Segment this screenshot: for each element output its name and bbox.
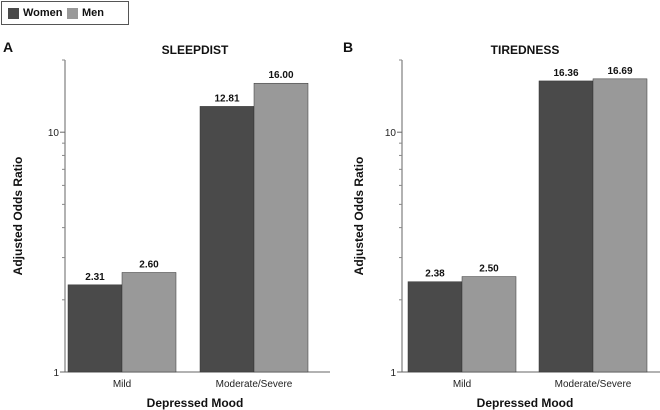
panel-a-x-axis-label: Depressed Mood (147, 396, 244, 410)
panel-a-x-tick-label: Mild (113, 379, 131, 390)
panel-a-title: SLEEPDIST (162, 43, 229, 57)
panel-b-bar-men-1 (592, 78, 648, 373)
legend-swatch-men (67, 7, 78, 19)
panel-a-x-tick-label: Moderate/Severe (216, 379, 293, 390)
panel-b-title: TIREDNESS (491, 43, 560, 57)
panel-b-data-label-women-1: 16.36 (553, 68, 578, 79)
panel-a-letter: A (3, 39, 13, 55)
panel-b-data-label-women-0: 2.38 (425, 269, 445, 280)
panel-b-y-axis-label: Adjusted Odds Ratio (352, 157, 366, 276)
panel-a-data-label-men-0: 2.60 (139, 259, 159, 270)
panel-a-y-tick-label: 10 (48, 128, 60, 139)
panel-b-data-label-men-1: 16.69 (607, 66, 632, 77)
panel-a-bar-women-0 (67, 284, 123, 373)
panel-b-x-axis-label: Depressed Mood (477, 396, 574, 410)
panel-a-y-axis-label: Adjusted Odds Ratio (11, 157, 25, 276)
panel-b-bar-women-0 (407, 281, 463, 373)
panel-a-y-tick-label: 1 (53, 368, 59, 379)
panel-b-x-tick-label: Moderate/Severe (555, 379, 632, 390)
panel-b-letter: B (343, 39, 353, 55)
panel-a-data-label-women-0: 2.31 (85, 272, 105, 283)
panel-a-bar-men-0 (121, 272, 177, 373)
panel-b-y-tick-label: 1 (390, 368, 396, 379)
panel-b-bar-men-0 (461, 276, 517, 373)
panel-b-bar-women-1 (538, 80, 594, 373)
legend-label-women: Women (23, 7, 63, 19)
panel-a-bar-women-1 (199, 106, 255, 373)
panel-a-bar-men-1 (253, 82, 309, 373)
panel-a-data-label-men-1: 16.00 (268, 70, 293, 81)
legend: Women Men (1, 1, 129, 25)
panel-b-data-label-men-0: 2.50 (479, 264, 499, 275)
legend-item-men: Men (67, 7, 104, 19)
panel-b-y-tick-label: 10 (385, 128, 397, 139)
legend-item-women: Women (8, 7, 63, 19)
legend-label-men: Men (82, 7, 104, 19)
panel-b-x-tick-label: Mild (453, 379, 471, 390)
panel-a-data-label-women-1: 12.81 (214, 93, 239, 104)
legend-swatch-women (8, 7, 19, 19)
